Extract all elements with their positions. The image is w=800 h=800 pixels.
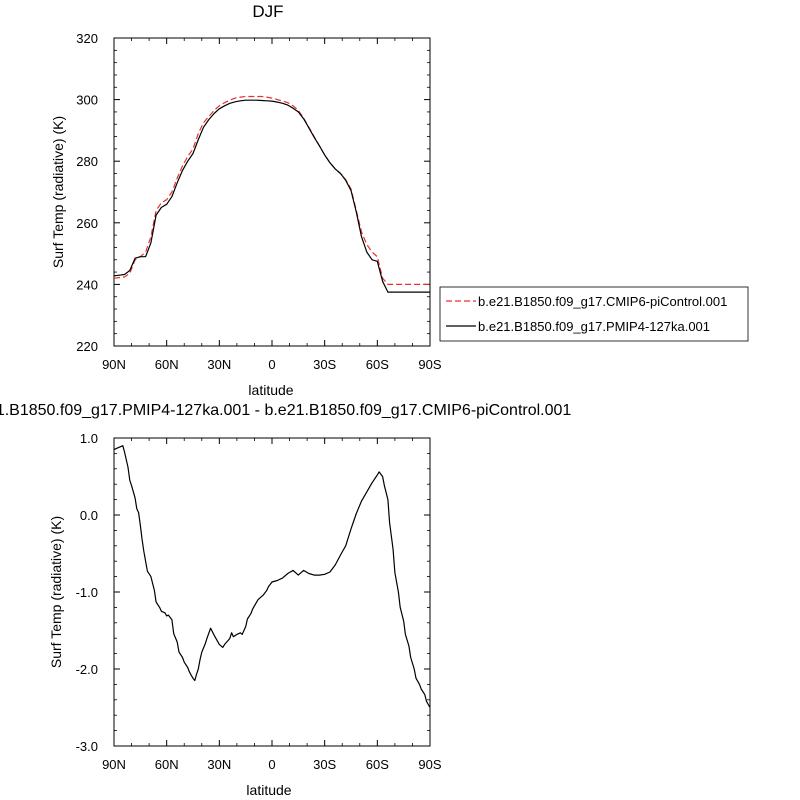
x-tick-label: 90N <box>102 757 126 772</box>
top-ticks: 90N 60N 30N 0 30S 60S 90S 220 240 260 280 300 320 <box>76 31 442 372</box>
x-tick-label: 60S <box>366 757 389 772</box>
y-tick-label: 220 <box>76 339 98 354</box>
legend-label: b.e21.B1850.f09_g17.CMIP6-piControl.001 <box>478 294 727 309</box>
bottom-x-axis-label: latitude <box>246 782 291 798</box>
series-line <box>113 445 431 708</box>
x-tick-label: 30S <box>313 357 336 372</box>
bottom-curves <box>113 445 431 708</box>
bottom-plot-frame <box>113 437 431 747</box>
x-tick-label: 30N <box>207 757 231 772</box>
legend-label: b.e21.B1850.f09_g17.PMIP4-127ka.001 <box>478 319 710 334</box>
x-tick-label: 30N <box>207 357 231 372</box>
legend-item: b.e21.B1850.f09_g17.CMIP6-piControl.001 <box>446 294 727 309</box>
legend-item: b.e21.B1850.f09_g17.PMIP4-127ka.001 <box>446 319 710 334</box>
y-tick-label: 240 <box>76 277 98 292</box>
bottom-chart: b.e21.B1850.f09_g17.PMIP4-127ka.001 - b.… <box>0 402 571 798</box>
x-tick-label: 0 <box>268 757 275 772</box>
x-tick-label: 60S <box>366 357 389 372</box>
series-line <box>113 95 430 285</box>
top-chart: DJF 90N 60N 30N 0 30S 60S 90S 220 240 260 280 300 32… <box>50 2 442 398</box>
x-tick-label: 0 <box>268 357 275 372</box>
bottom-ticks: 90N 60N 30N 0 30S 60S 90S -3.0 -2.0 -1.0 0.0 1.0 <box>76 431 442 772</box>
y-tick-label: 0.0 <box>80 508 98 523</box>
bottom-y-axis-label: Surf Temp (radiative) (K) <box>48 516 64 668</box>
x-tick-label: 30S <box>313 757 336 772</box>
y-tick-label: 280 <box>76 154 98 169</box>
x-tick-label: 60N <box>155 757 179 772</box>
series-line <box>113 99 430 293</box>
x-tick-label: 90N <box>102 357 126 372</box>
y-tick-label: 320 <box>76 31 98 46</box>
y-tick-label: -1.0 <box>76 585 98 600</box>
y-tick-label: -3.0 <box>76 739 98 754</box>
x-tick-label: 90S <box>418 357 441 372</box>
x-tick-label: 60N <box>155 357 179 372</box>
top-chart-title: DJF <box>252 2 283 21</box>
bottom-chart-title: b.e21.B1850.f09_g17.PMIP4-127ka.001 - b.… <box>0 402 571 419</box>
top-y-axis-label: Surf Temp (radiative) (K) <box>50 116 66 268</box>
top-plot-frame <box>113 37 431 347</box>
top-x-axis-label: latitude <box>248 382 293 398</box>
y-tick-label: -2.0 <box>76 662 98 677</box>
y-tick-label: 1.0 <box>80 431 98 446</box>
y-tick-label: 300 <box>76 93 98 108</box>
y-tick-label: 260 <box>76 216 98 231</box>
legend: b.e21.B1850.f09_g17.CMIP6-piControl.001 … <box>439 286 749 342</box>
legend-box <box>439 286 749 342</box>
x-tick-label: 90S <box>418 757 441 772</box>
top-curves <box>113 95 430 293</box>
